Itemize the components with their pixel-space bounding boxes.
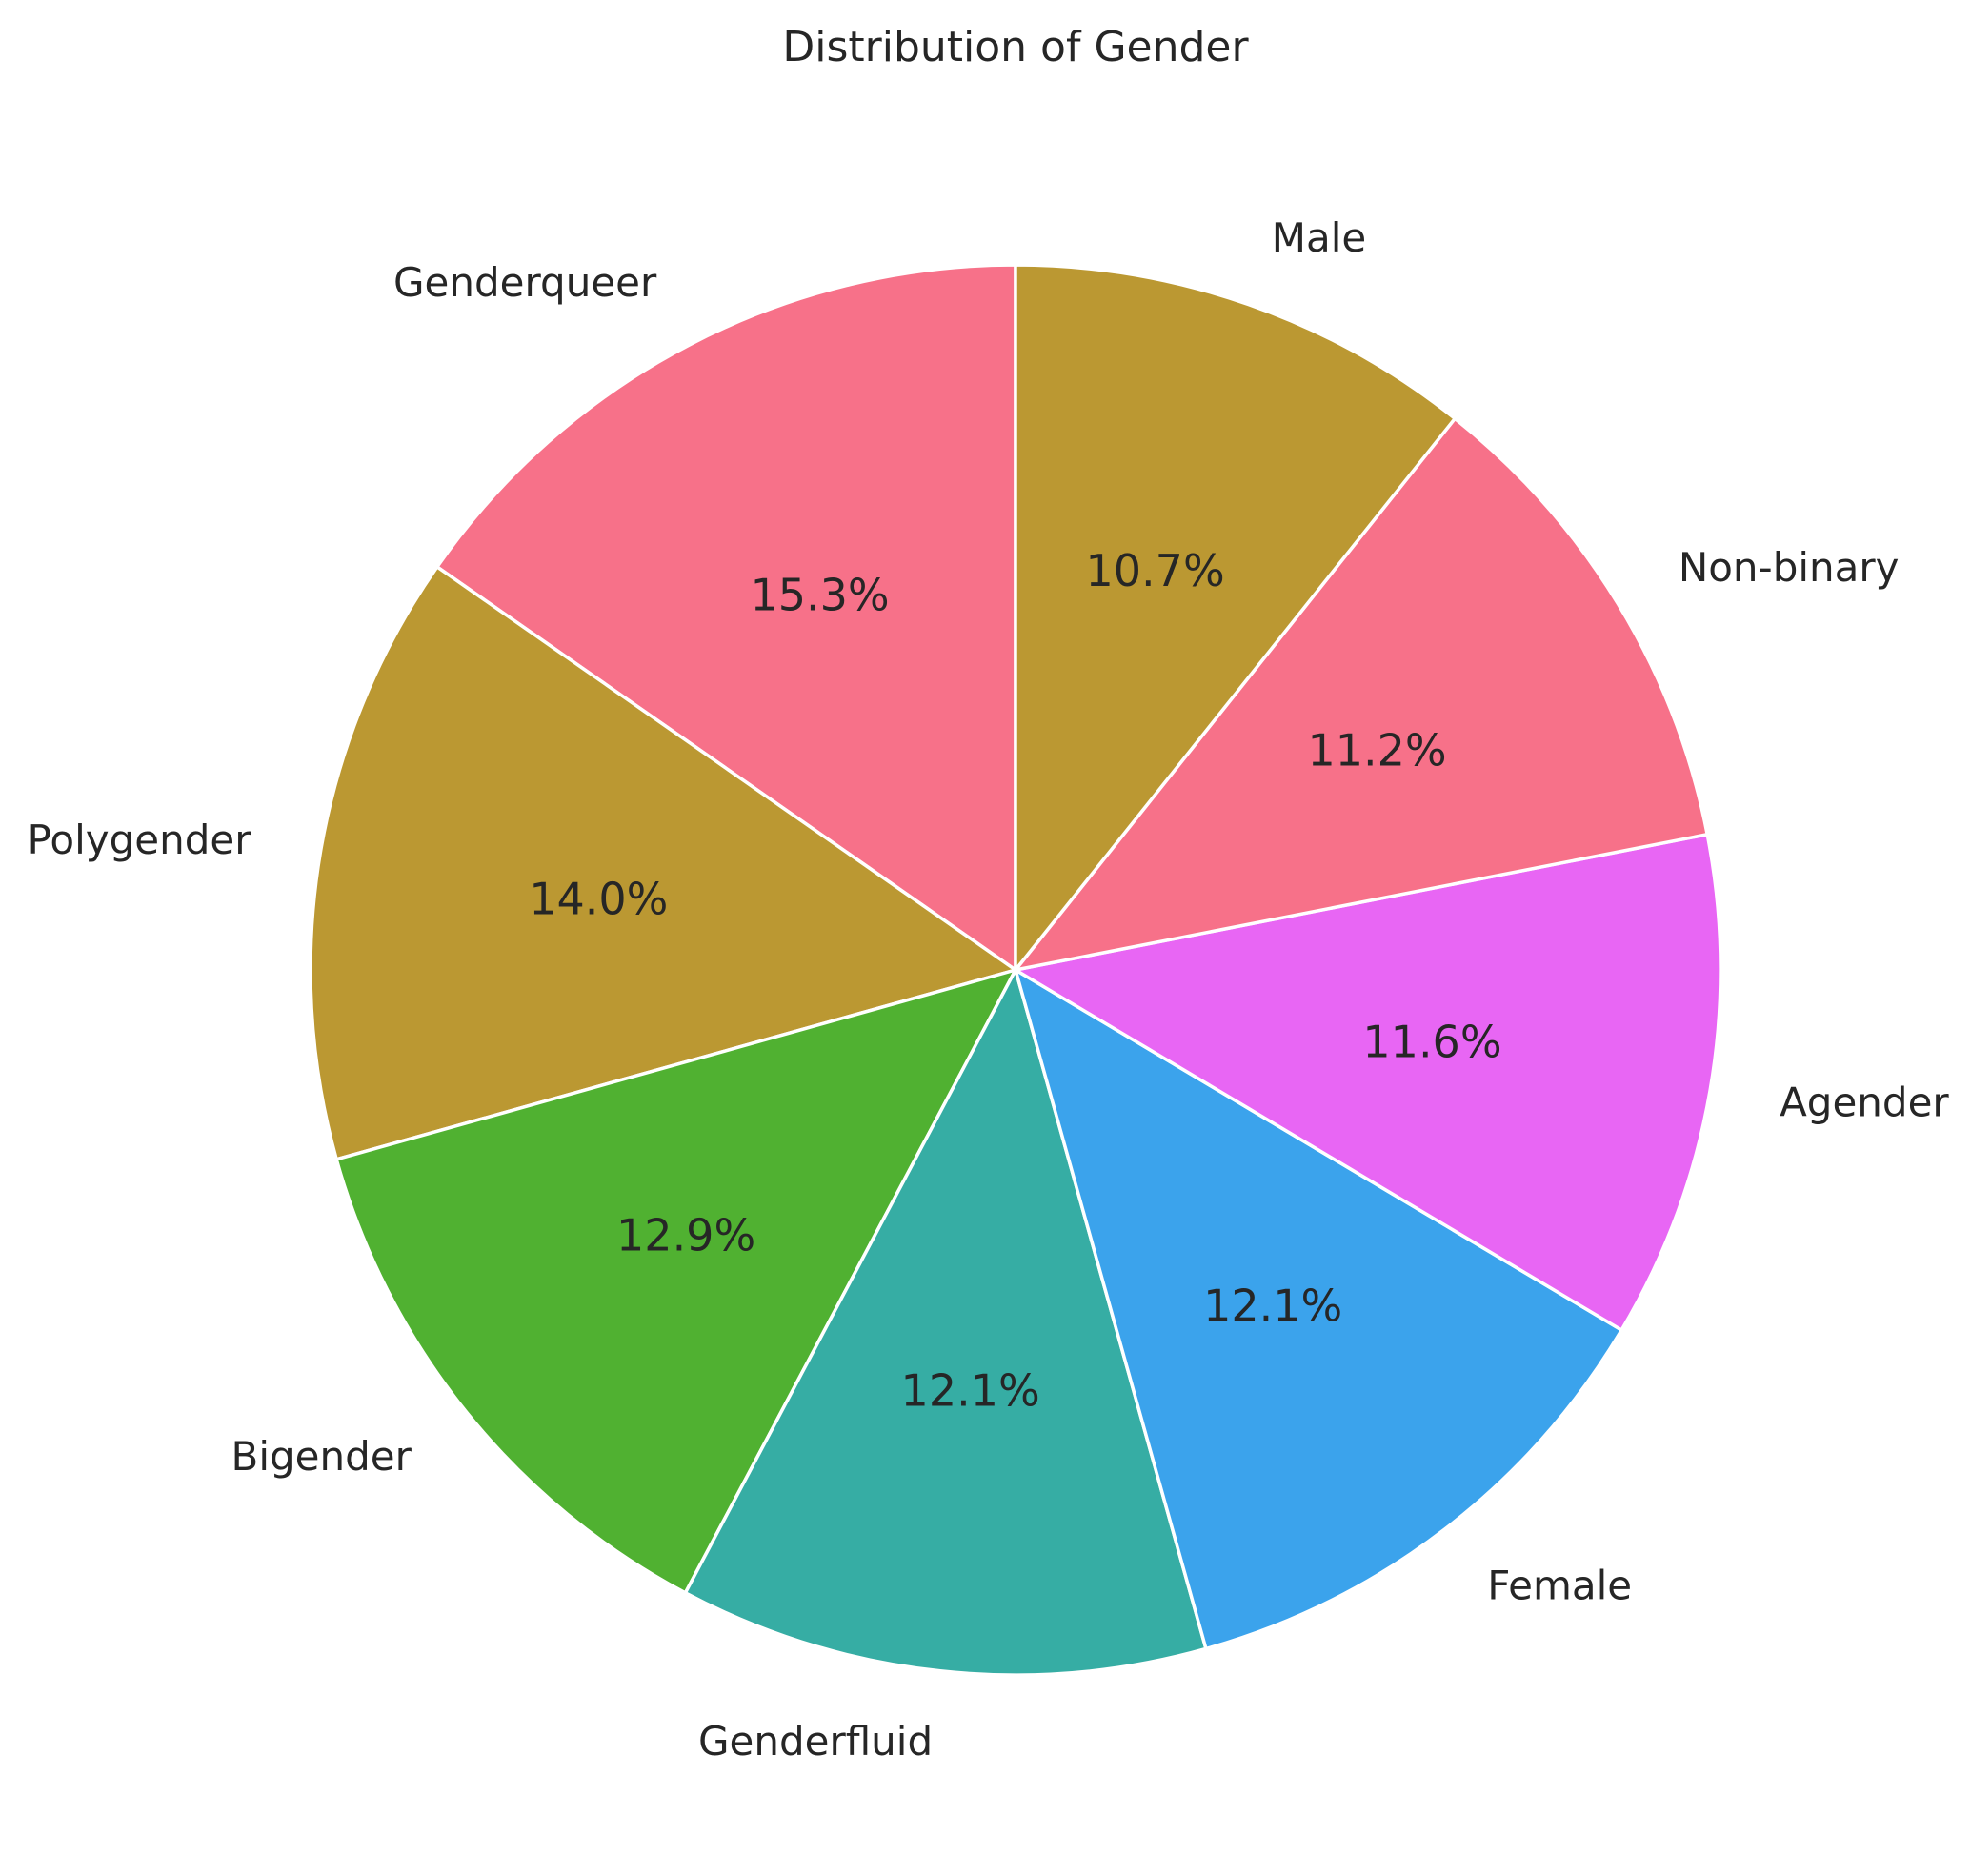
slice-label: Polygender [28,817,252,863]
pie-slices [309,263,1722,1677]
slice-percent-label: 11.6% [1362,1017,1501,1068]
pie-slice-female [1014,968,1623,1651]
slice-percent-label: 15.3% [750,569,889,620]
slice-label: Agender [1780,1079,1949,1125]
pie-slice-non-binary [1014,416,1709,972]
pie-slice-male [1014,263,1457,972]
pie-slice-genderqueer [435,263,1017,972]
slice-percent-label: 12.1% [1203,1280,1342,1331]
slice-label: Female [1487,1562,1632,1608]
pie-slice-bigender [334,968,1017,1595]
slice-percent-label: 14.0% [529,874,668,925]
slice-label: Male [1272,214,1366,261]
pie-slice-polygender [309,565,1017,1161]
chart-title: Distribution of Gender [782,23,1249,71]
slice-label: Genderqueer [393,259,657,306]
slice-label: Bigender [231,1433,412,1480]
slice-label: Genderfluid [698,1718,933,1765]
slice-percent-label: 10.7% [1086,545,1225,596]
pie-slice-genderfluid [683,968,1208,1677]
slice-percent-label: 12.1% [901,1364,1040,1416]
pie-slice-agender [1014,833,1722,1332]
slice-percent-label: 12.9% [616,1209,755,1261]
slice-label: Non-binary [1679,544,1900,591]
pie-labels: Genderqueer 15.3% Polygender 14.0% Bigender 1… [28,214,1950,1765]
slice-percent-label: 11.2% [1307,725,1446,777]
